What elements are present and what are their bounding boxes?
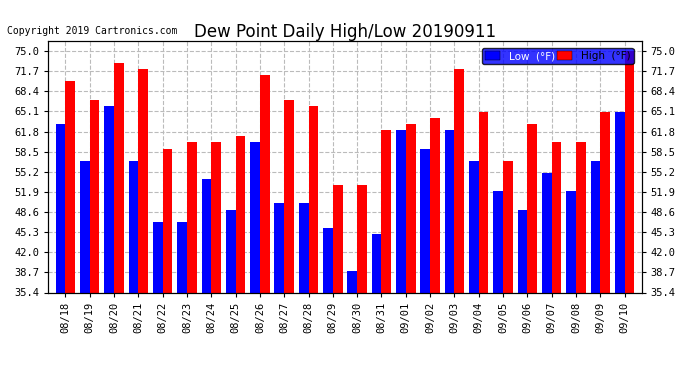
Bar: [163, 148, 172, 292]
Text: Copyright 2019 Cartronics.com: Copyright 2019 Cartronics.com: [7, 26, 177, 36]
Bar: [430, 118, 440, 292]
Bar: [260, 75, 270, 292]
Bar: [250, 142, 260, 292]
Bar: [357, 185, 367, 292]
Bar: [80, 161, 90, 292]
Bar: [284, 100, 294, 292]
Bar: [455, 69, 464, 292]
Bar: [566, 191, 576, 292]
Bar: [333, 185, 342, 292]
Bar: [201, 179, 211, 292]
Bar: [275, 204, 284, 292]
Bar: [493, 191, 503, 292]
Bar: [187, 142, 197, 292]
Bar: [211, 142, 221, 292]
Bar: [90, 100, 99, 292]
Bar: [177, 222, 187, 292]
Bar: [308, 106, 318, 292]
Bar: [382, 130, 391, 292]
Bar: [128, 161, 138, 292]
Bar: [66, 81, 75, 292]
Bar: [527, 124, 537, 292]
Bar: [104, 106, 114, 292]
Bar: [445, 130, 455, 292]
Bar: [348, 270, 357, 292]
Bar: [591, 161, 600, 292]
Bar: [299, 204, 308, 292]
Bar: [323, 228, 333, 292]
Bar: [479, 112, 489, 292]
Bar: [615, 112, 624, 292]
Bar: [469, 161, 479, 292]
Bar: [406, 124, 415, 292]
Bar: [420, 148, 430, 292]
Bar: [503, 161, 513, 292]
Bar: [372, 234, 382, 292]
Bar: [235, 136, 245, 292]
Legend: Low  (°F), High  (°F): Low (°F), High (°F): [482, 48, 633, 64]
Bar: [153, 222, 163, 292]
Bar: [552, 142, 562, 292]
Bar: [226, 210, 235, 292]
Bar: [114, 63, 124, 292]
Bar: [396, 130, 406, 292]
Bar: [138, 69, 148, 292]
Bar: [624, 51, 634, 292]
Title: Dew Point Daily High/Low 20190911: Dew Point Daily High/Low 20190911: [194, 23, 496, 41]
Bar: [542, 173, 552, 292]
Bar: [600, 112, 610, 292]
Bar: [56, 124, 66, 292]
Bar: [518, 210, 527, 292]
Bar: [576, 142, 586, 292]
